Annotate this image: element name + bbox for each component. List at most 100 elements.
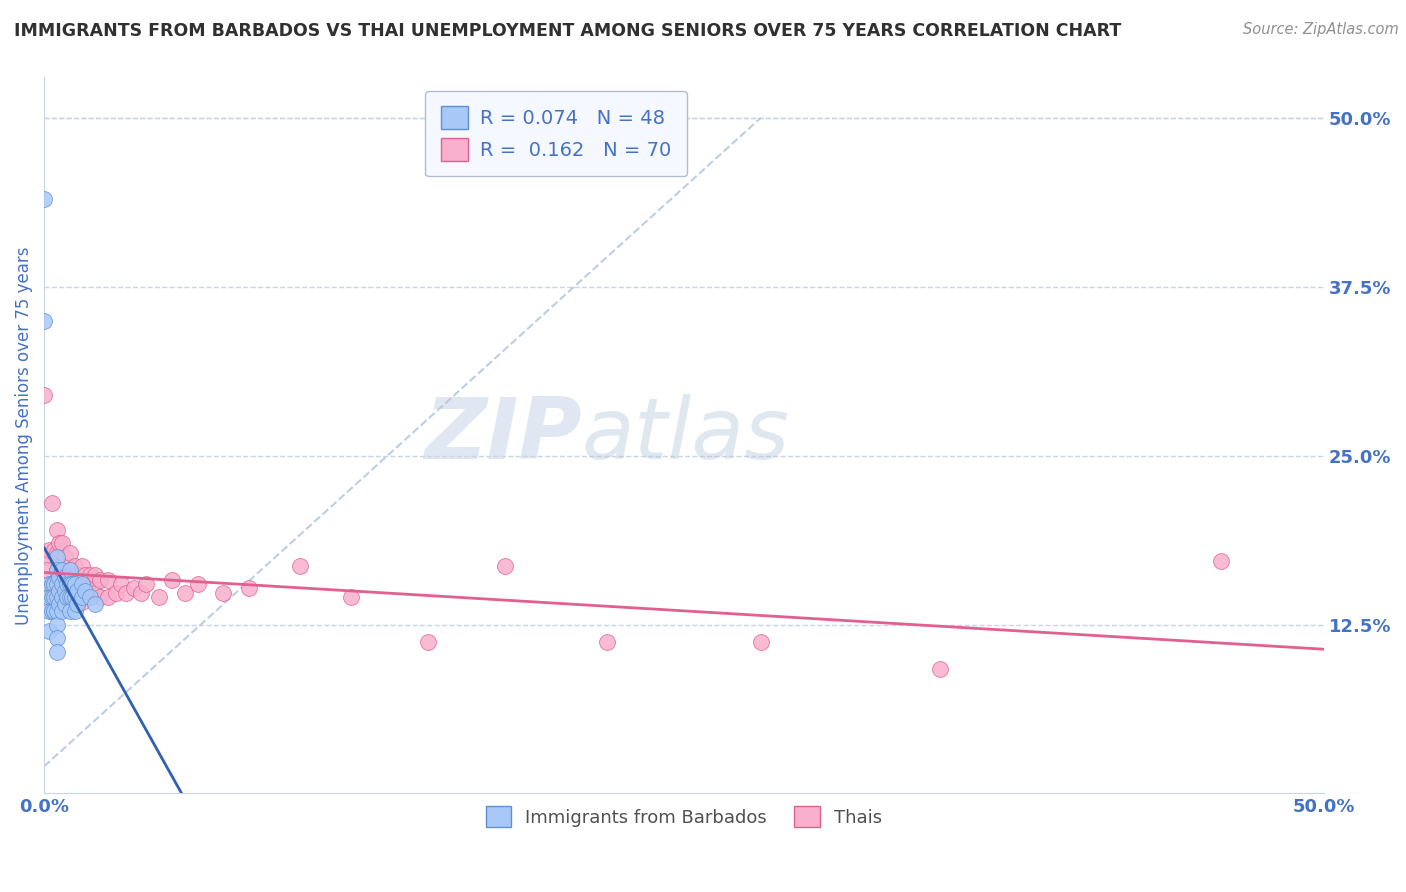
Point [173,586,195,600]
Point [45,644,67,658]
Point [79,567,101,582]
Point [53,567,76,582]
Point [51,604,73,618]
Point [32,388,55,402]
Point [44,543,66,558]
Point [187,577,209,591]
Point [45,564,67,578]
Point [110,577,132,591]
Point [45,631,67,645]
Point [59,577,82,591]
Point [32,313,55,327]
Point [51,577,73,591]
Point [32,549,55,564]
Point [72,577,94,591]
Point [48,597,70,611]
Point [38,591,60,605]
Point [928,662,950,676]
Point [66,586,89,600]
Legend: Immigrants from Barbados, Thais: Immigrants from Barbados, Thais [478,799,890,834]
Point [122,581,145,595]
Point [45,617,67,632]
Point [63,591,86,605]
Y-axis label: Unemployment Among Seniors over 75 years: Unemployment Among Seniors over 75 years [15,246,32,624]
Point [38,624,60,639]
Point [238,581,260,595]
Point [160,573,183,587]
Point [73,586,96,600]
Point [212,586,235,600]
Point [59,591,82,605]
Text: Source: ZipAtlas.com: Source: ZipAtlas.com [1243,22,1399,37]
Point [73,583,96,598]
Point [32,192,55,206]
Point [56,591,79,605]
Point [79,591,101,605]
Point [53,597,76,611]
Point [66,597,89,611]
Point [59,604,82,618]
Point [135,577,157,591]
Text: ZIP: ZIP [423,394,582,477]
Point [56,559,79,574]
Point [60,581,83,595]
Point [41,577,63,591]
Point [38,577,60,591]
Point [59,567,82,582]
Point [89,573,111,587]
Point [89,591,111,605]
Point [59,546,82,560]
Point [48,570,70,584]
Point [596,635,619,649]
Point [56,581,79,595]
Point [45,604,67,618]
Point [48,583,70,598]
Point [41,496,63,510]
Point [72,594,94,608]
Point [51,564,73,578]
Point [76,577,98,591]
Point [115,586,138,600]
Point [45,586,67,600]
Point [38,604,60,618]
Point [35,564,58,578]
Point [97,573,120,587]
Point [131,586,153,600]
Point [69,573,91,587]
Point [38,583,60,598]
Point [60,564,83,578]
Point [51,581,73,595]
Point [72,559,94,574]
Text: atlas: atlas [582,394,790,477]
Point [48,559,70,574]
Point [59,564,82,578]
Point [53,583,76,598]
Point [45,523,67,537]
Point [45,549,67,564]
Point [48,581,70,595]
Point [72,591,94,605]
Text: IMMIGRANTS FROM BARBADOS VS THAI UNEMPLOYMENT AMONG SENIORS OVER 75 YEARS CORREL: IMMIGRANTS FROM BARBADOS VS THAI UNEMPLO… [14,22,1122,40]
Point [97,591,120,605]
Point [44,577,66,591]
Point [51,536,73,550]
Point [82,577,104,591]
Point [41,604,63,618]
Point [66,583,89,598]
Point [53,570,76,584]
Point [63,577,86,591]
Point [72,577,94,591]
Point [45,591,67,605]
Point [416,635,439,649]
Point [51,591,73,605]
Point [63,604,86,618]
Point [84,567,107,582]
Point [66,567,89,582]
Point [84,586,107,600]
Point [59,586,82,600]
Point [44,604,66,618]
Point [63,577,86,591]
Point [53,586,76,600]
Point [1211,554,1233,568]
Point [79,586,101,600]
